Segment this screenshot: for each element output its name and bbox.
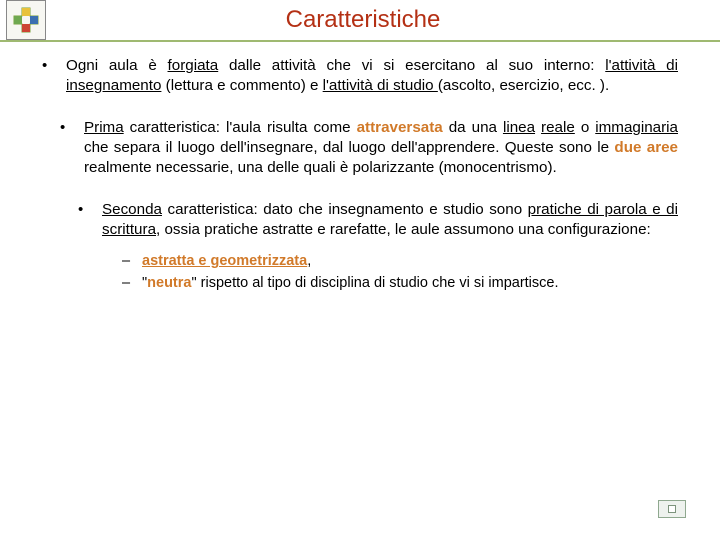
slide-body: • Ogni aula è forgiata dalle attività ch… (0, 42, 720, 293)
text-run: Ogni aula è (66, 57, 168, 74)
slide-header: Caratteristiche (0, 0, 720, 42)
slide-title: Caratteristiche (46, 6, 720, 34)
text-underline: reale (541, 119, 575, 136)
bullet-2: • Prima caratteristica: l'aula risulta c… (60, 118, 678, 178)
text-run: o (575, 119, 595, 136)
bullet-marker: • (60, 118, 84, 178)
text-underline-highlight: astratta e geometrizzata (142, 253, 307, 269)
text-run: (lettura e commento) e (161, 77, 322, 94)
text-highlight: attraversata (357, 119, 443, 136)
text-underline: immaginaria (595, 119, 678, 136)
dash-marker: – (122, 252, 142, 271)
logo-icon (6, 0, 46, 40)
text-underline: l'attività di studio (323, 77, 438, 94)
bullet-3: • Seconda caratteristica: dato che inseg… (78, 200, 678, 240)
text-run: , (307, 253, 311, 269)
text-underline: linea (503, 119, 535, 136)
text-run: caratteristica: l'aula risulta come (124, 119, 357, 136)
sub-text: "neutra" rispetto al tipo di disciplina … (142, 274, 559, 293)
text-highlight: due aree (614, 139, 678, 156)
text-run: caratteristica: dato che insegnamento e … (162, 201, 528, 218)
text-run: (ascolto, esercizio, ecc. ). (438, 77, 609, 94)
text-underline: Prima (84, 119, 124, 136)
text-run: dalle attività che vi si esercitano al s… (218, 57, 605, 74)
dash-marker: – (122, 274, 142, 293)
bullet-text: Prima caratteristica: l'aula risulta com… (84, 118, 678, 178)
sub-bullet-2: – "neutra" rispetto al tipo di disciplin… (122, 274, 678, 293)
text-underline: forgiata (168, 57, 219, 74)
sub-bullet-1: – astratta e geometrizzata, (122, 252, 678, 271)
text-run: che separa il luogo dell'insegnare, dal … (84, 139, 614, 156)
text-run: " rispetto al tipo di disciplina di stud… (191, 275, 558, 291)
bullet-text: Seconda caratteristica: dato che insegna… (102, 200, 678, 240)
sub-text: astratta e geometrizzata, (142, 252, 311, 271)
bullet-1: • Ogni aula è forgiata dalle attività ch… (42, 56, 678, 96)
nav-icon[interactable] (658, 500, 686, 518)
text-run: da una (443, 119, 503, 136)
bullet-marker: • (78, 200, 102, 240)
text-run: , ossia pratiche astratte e rarefatte, l… (156, 221, 651, 238)
text-run: realmente necessarie, una delle quali è … (84, 159, 557, 176)
text-underline: Seconda (102, 201, 162, 218)
nav-inner-icon (668, 505, 676, 513)
bullet-text: Ogni aula è forgiata dalle attività che … (66, 56, 678, 96)
text-highlight: neutra (147, 275, 191, 291)
bullet-marker: • (42, 56, 66, 96)
